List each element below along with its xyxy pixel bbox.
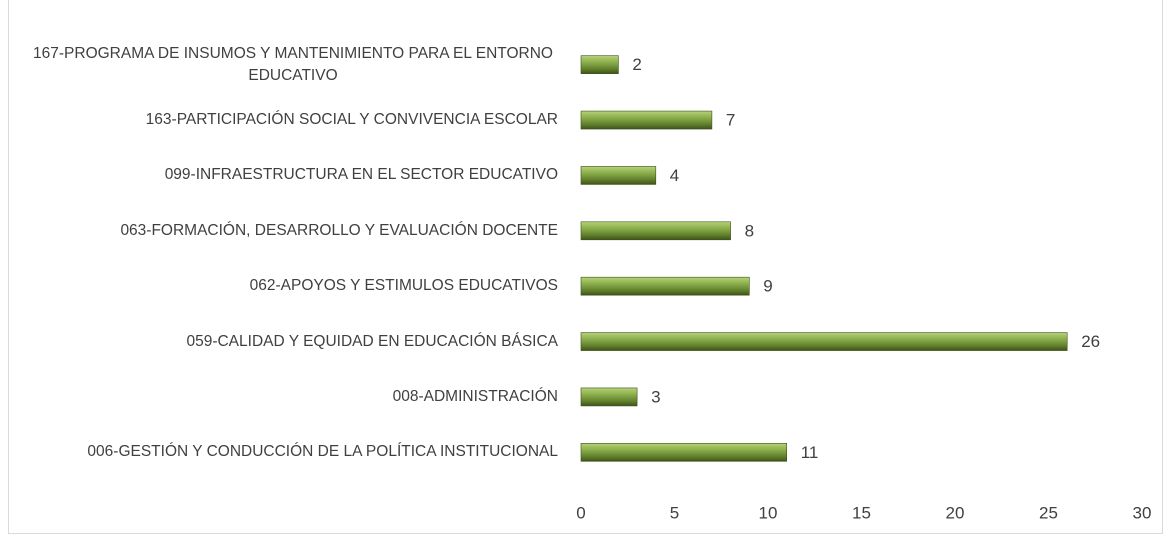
category-text: 008-ADMINISTRACIÓN [392, 387, 558, 405]
x-tick-label: 30 [1133, 503, 1152, 522]
y-tick-label: 008-ADMINISTRACIÓN [0, 386, 558, 408]
value-label: 26 [1081, 332, 1100, 351]
category-text: 059-CALIDAD Y EQUIDAD EN EDUCACIÓN BÁSIC… [186, 332, 558, 350]
y-tick-label: 099-INFRAESTRUCTURA EN EL SECTOR EDUCATI… [0, 164, 558, 186]
x-tick-label: 5 [670, 503, 679, 522]
y-tick-label: 062-APOYOS Y ESTIMULOS EDUCATIVOS [0, 275, 558, 297]
category-text: 063-FORMACIÓN, DESARROLLO Y EVALUACIÓN D… [120, 221, 558, 239]
value-label: 7 [726, 111, 735, 130]
bar [580, 55, 619, 74]
bar [580, 276, 750, 296]
x-tick-label: 25 [1039, 503, 1058, 522]
value-label: 9 [763, 277, 772, 296]
bar [580, 110, 713, 130]
x-tick-label: 10 [759, 503, 778, 522]
category-text: 167-PROGRAMA DE INSUMOS Y MANTENIMIENTO … [33, 44, 553, 84]
category-text: 163-PARTICIPACIÓN SOCIAL Y CONVIVENCIA E… [145, 111, 558, 129]
value-label: 8 [745, 221, 754, 240]
y-tick-label: 006-GESTIÓN Y CONDUCCIÓN DE LA POLÍTICA … [0, 441, 558, 463]
y-tick-label: 063-FORMACIÓN, DESARROLLO Y EVALUACIÓN D… [0, 220, 558, 242]
y-tick-label: 167-PROGRAMA DE INSUMOS Y MANTENIMIENTO … [0, 43, 558, 87]
value-label: 2 [632, 55, 641, 74]
value-label: 4 [670, 166, 679, 185]
y-tick-label: 163-PARTICIPACIÓN SOCIAL Y CONVIVENCIA E… [0, 109, 558, 131]
y-tick-label: 059-CALIDAD Y EQUIDAD EN EDUCACIÓN BÁSIC… [0, 331, 558, 353]
bar [580, 387, 638, 407]
bar [580, 166, 657, 185]
x-tick-label: 0 [576, 503, 585, 522]
category-text: 006-GESTIÓN Y CONDUCCIÓN DE LA POLÍTICA … [87, 443, 558, 461]
bar [580, 221, 731, 241]
bar [580, 443, 787, 462]
x-tick-label: 15 [852, 503, 871, 522]
bar [580, 332, 1068, 351]
value-label: 11 [801, 443, 819, 462]
category-text: 062-APOYOS Y ESTIMULOS EDUCATIVOS [249, 277, 558, 295]
x-tick-label: 20 [946, 503, 965, 522]
category-text: 099-INFRAESTRUCTURA EN EL SECTOR EDUCATI… [164, 166, 558, 184]
value-label: 3 [651, 387, 660, 406]
chart-frame [8, 0, 1163, 534]
